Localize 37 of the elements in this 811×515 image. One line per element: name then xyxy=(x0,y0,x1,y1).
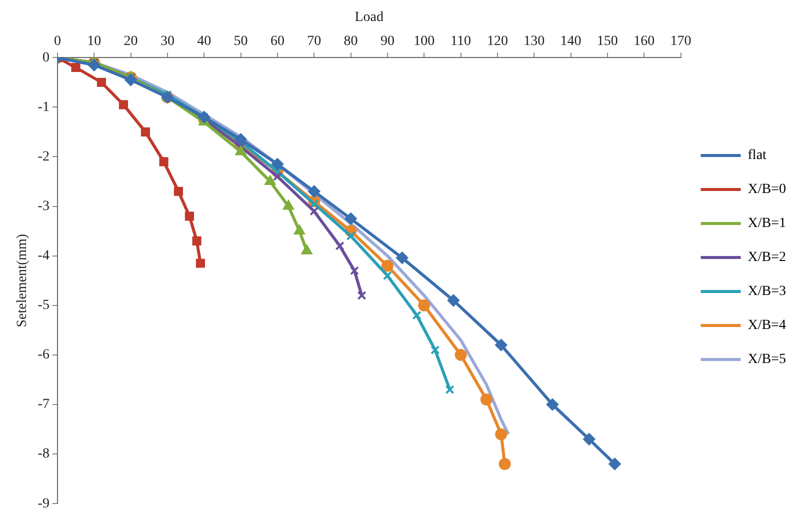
y-tick-label: -2 xyxy=(38,149,50,164)
x-tick-label: 10 xyxy=(87,34,102,49)
legend-label: X/B=0 xyxy=(748,182,786,198)
x-tick-label: 60 xyxy=(270,34,284,49)
x-tick-label: 50 xyxy=(234,34,248,49)
legend-label: X/B=3 xyxy=(748,284,786,300)
y-tick-label: -6 xyxy=(38,348,50,363)
y-tick-label: -8 xyxy=(38,446,50,462)
legend-label: X/B=2 xyxy=(748,250,786,266)
y-tick-label: -4 xyxy=(38,248,50,264)
x-tick-label: 130 xyxy=(524,34,545,49)
x-axis-title: Load xyxy=(354,10,384,26)
x-tick-label: 0 xyxy=(54,34,61,49)
x-tick-label: 30 xyxy=(160,34,174,49)
x-tick-label: 110 xyxy=(450,34,472,49)
y-tick-label: -1 xyxy=(38,100,50,115)
y-tick-label: -9 xyxy=(38,496,50,512)
legend-label: X/B=5 xyxy=(748,352,786,368)
y-tick-label: 0 xyxy=(42,50,50,66)
y-axis-title: Setelement(mm) xyxy=(15,234,30,328)
x-tick-label: 170 xyxy=(670,34,692,49)
x-tick-label: 40 xyxy=(197,34,212,49)
x-tick-label: 20 xyxy=(124,34,138,49)
y-tick-label: -3 xyxy=(38,198,50,214)
x-tick-label: 100 xyxy=(414,34,435,49)
legend-label: flat xyxy=(748,148,767,164)
x-tick-label: 70 xyxy=(307,34,322,49)
x-tick-label: 140 xyxy=(560,34,582,49)
x-tick-label: 150 xyxy=(596,34,618,49)
y-tick-label: -5 xyxy=(38,298,50,314)
y-tick-label: -7 xyxy=(38,397,50,412)
x-tick-label: 120 xyxy=(486,34,508,49)
legend-label: X/B=1 xyxy=(748,216,786,232)
x-tick-label: 160 xyxy=(634,34,655,49)
x-tick-label: 90 xyxy=(380,34,394,49)
x-tick-label: 80 xyxy=(344,34,358,49)
legend-label: X/B=4 xyxy=(748,318,786,334)
